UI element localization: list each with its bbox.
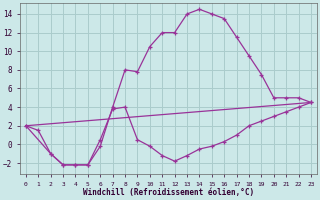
X-axis label: Windchill (Refroidissement éolien,°C): Windchill (Refroidissement éolien,°C): [83, 188, 254, 197]
